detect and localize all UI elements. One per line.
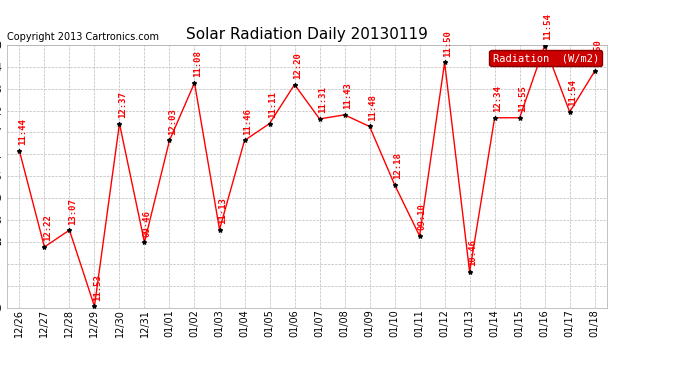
Point (264, 121, 275, 127)
Point (589, 68, 600, 74)
Text: 11:55: 11:55 (518, 86, 527, 112)
Text: 13:07: 13:07 (68, 198, 77, 225)
Point (139, 239, 150, 245)
Text: 11:54: 11:54 (568, 80, 577, 106)
Point (539, 43, 550, 49)
Text: 11:44: 11:44 (18, 118, 27, 146)
Text: 11:43: 11:43 (343, 82, 352, 109)
Point (339, 112, 350, 118)
Point (64, 227, 75, 233)
Text: 12:20: 12:20 (293, 52, 302, 79)
Text: 12:37: 12:37 (118, 91, 127, 118)
Text: Copyright 2013 Cartronics.com: Copyright 2013 Cartronics.com (7, 32, 159, 42)
Text: 12:03: 12:03 (168, 108, 177, 135)
Text: 11:31: 11:31 (318, 87, 327, 113)
Point (489, 115, 500, 121)
Text: 09:46: 09:46 (143, 210, 152, 237)
Point (89, 303, 100, 309)
Text: 11:50: 11:50 (443, 30, 452, 57)
Text: 11:11: 11:11 (268, 91, 277, 118)
Text: 11:53: 11:53 (92, 274, 101, 301)
Point (464, 269, 475, 275)
Legend: Radiation  (W/m2): Radiation (W/m2) (489, 50, 602, 66)
Text: 13:50: 13:50 (593, 39, 602, 66)
Point (414, 233, 425, 239)
Text: 11:54: 11:54 (543, 13, 552, 40)
Point (364, 123, 375, 129)
Point (164, 138, 175, 144)
Point (314, 116, 325, 122)
Point (514, 115, 525, 121)
Text: 12:18: 12:18 (393, 152, 402, 179)
Point (189, 80, 200, 86)
Text: 12:34: 12:34 (493, 86, 502, 112)
Title: Solar Radiation Daily 20130119: Solar Radiation Daily 20130119 (186, 27, 428, 42)
Point (39, 244, 50, 250)
Point (239, 138, 250, 144)
Text: 09:10: 09:10 (418, 204, 427, 230)
Point (564, 109, 575, 115)
Point (289, 82, 300, 88)
Point (389, 182, 400, 188)
Text: 11:13: 11:13 (218, 197, 227, 224)
Text: 10:46: 10:46 (468, 240, 477, 267)
Text: 12:22: 12:22 (43, 214, 52, 242)
Text: 11:46: 11:46 (243, 108, 252, 135)
Point (114, 121, 125, 127)
Point (439, 60, 450, 66)
Text: 11:48: 11:48 (368, 94, 377, 121)
Point (14, 148, 25, 154)
Text: 11:08: 11:08 (193, 50, 201, 77)
Point (214, 226, 225, 232)
